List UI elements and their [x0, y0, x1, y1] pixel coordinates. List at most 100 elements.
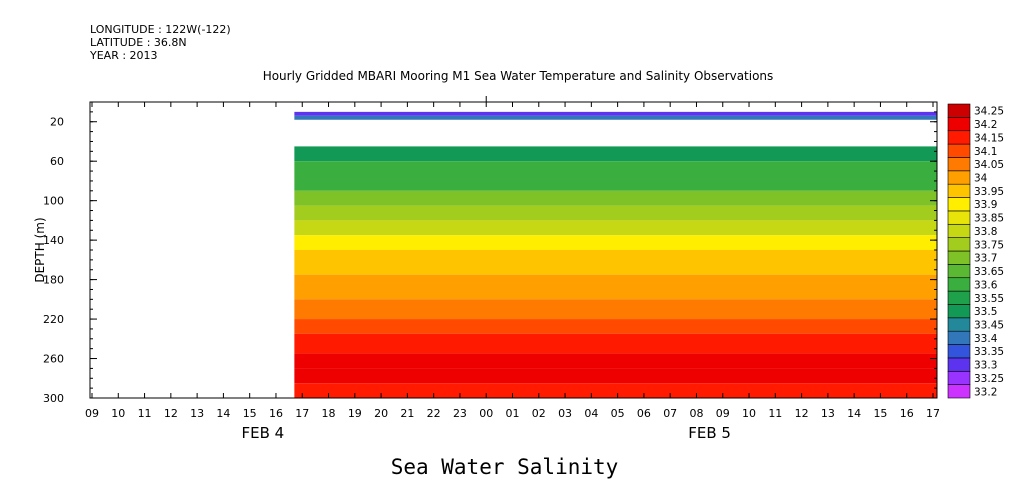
x-tick-label: 16 — [269, 407, 283, 420]
colorbar-swatch — [947, 157, 971, 172]
x-tick-label: 10 — [111, 407, 125, 420]
colorbar-swatch — [947, 330, 971, 345]
colorbar-label: 33.7 — [974, 253, 997, 265]
x-tick-label: 23 — [453, 407, 467, 420]
x-tick-label: 02 — [532, 407, 546, 420]
salinity-band — [294, 190, 938, 206]
colorbar-swatch — [947, 384, 971, 399]
salinity-band — [294, 205, 938, 221]
latitude-label: LATITUDE : 36.8N — [90, 36, 187, 49]
x-tick-label: 18 — [322, 407, 336, 420]
x-tick-label: 04 — [584, 407, 598, 420]
salinity-band — [294, 235, 938, 250]
colorbar-label: 33.5 — [974, 306, 997, 318]
colorbar-label: 33.95 — [974, 186, 1004, 198]
x-tick-label: 20 — [374, 407, 388, 420]
x-tick-label: 09 — [716, 407, 730, 420]
colorbar-label: 33.55 — [974, 293, 1004, 305]
x-tick-label: 01 — [506, 407, 520, 420]
salinity-band — [294, 319, 938, 334]
date-label: FEB 4 — [241, 424, 284, 442]
x-tick-label: 11 — [768, 407, 782, 420]
colorbar-swatch — [947, 357, 971, 372]
colorbar-swatch — [947, 237, 971, 252]
colorbar-label: 34.15 — [974, 132, 1004, 144]
y-tick-label: 180 — [43, 274, 64, 287]
salinity-band — [294, 274, 938, 300]
colorbar-swatch — [947, 264, 971, 279]
colorbar-swatch — [947, 117, 971, 132]
colorbar-label: 33.2 — [974, 386, 997, 398]
colorbar-swatch — [947, 183, 971, 198]
colorbar-label: 34.05 — [974, 159, 1004, 171]
x-tick-label: 08 — [689, 407, 703, 420]
colorbar-label: 34.2 — [974, 119, 997, 131]
colorbar-label: 33.3 — [974, 360, 997, 372]
colorbar-swatch — [947, 344, 971, 359]
y-tick-label: 300 — [43, 392, 64, 405]
year-label: YEAR : 2013 — [90, 49, 158, 62]
salinity-band — [294, 353, 938, 369]
x-tick-label: 09 — [85, 407, 99, 420]
colorbar-swatch — [947, 170, 971, 185]
colorbar-label: 33.8 — [974, 226, 997, 238]
colorbar-label: 33.6 — [974, 279, 998, 291]
colorbar-swatch — [947, 223, 971, 238]
salinity-band — [294, 146, 938, 162]
colorbar-label: 33.45 — [974, 320, 1004, 332]
colorbar-swatch — [947, 197, 971, 212]
y-tick-label: 20 — [50, 116, 64, 129]
x-tick-label: 17 — [295, 407, 309, 420]
salinity-band — [294, 250, 938, 275]
salinity-band — [294, 299, 938, 320]
y-tick-label: 220 — [43, 313, 64, 326]
colorbar-swatch — [947, 250, 971, 265]
x-tick-label: 00 — [479, 407, 493, 420]
colorbar-label: 34.1 — [974, 146, 997, 158]
y-tick-label: 260 — [43, 353, 64, 366]
salinity-band — [294, 333, 938, 354]
x-tick-label: 12 — [164, 407, 178, 420]
chart-title: Hourly Gridded MBARI Mooring M1 Sea Wate… — [262, 69, 774, 83]
x-tick-label: 22 — [427, 407, 441, 420]
x-tick-label: 05 — [611, 407, 625, 420]
variable-title: Sea Water Salinity — [390, 455, 619, 479]
x-tick-label: 14 — [847, 407, 861, 420]
x-tick-label: 19 — [348, 407, 362, 420]
x-tick-label: 14 — [216, 407, 230, 420]
colorbar-swatch — [947, 304, 971, 319]
salinity-band — [294, 111, 938, 116]
x-tick-label: 12 — [795, 407, 809, 420]
y-axis-label: DEPTH (m) — [33, 217, 47, 282]
x-tick-label: 15 — [873, 407, 887, 420]
y-tick-label: 60 — [50, 155, 64, 168]
colorbar-swatch — [947, 317, 971, 332]
x-tick-label: 10 — [742, 407, 756, 420]
colorbar-swatch — [947, 370, 971, 385]
colorbar-label: 33.4 — [974, 333, 998, 345]
x-tick-label: 03 — [558, 407, 572, 420]
colorbar-label: 33.9 — [974, 199, 997, 211]
y-tick-label: 140 — [43, 234, 64, 247]
date-label: FEB 5 — [688, 424, 731, 442]
colorbar-swatch — [947, 290, 971, 305]
salinity-band — [294, 115, 938, 120]
salinity-band — [294, 161, 938, 176]
x-tick-label: 21 — [400, 407, 414, 420]
colorbar-label: 33.25 — [974, 373, 1004, 385]
x-tick-label: 17 — [926, 407, 940, 420]
x-tick-label: 13 — [821, 407, 835, 420]
colorbar-label: 33.35 — [974, 346, 1004, 358]
colorbar-label: 34 — [974, 173, 988, 185]
x-tick-label: 16 — [900, 407, 914, 420]
colorbar-swatch — [947, 143, 971, 158]
x-tick-label: 11 — [138, 407, 152, 420]
colorbar-label: 33.65 — [974, 266, 1004, 278]
x-tick-label: 07 — [663, 407, 677, 420]
x-tick-label: 13 — [190, 407, 204, 420]
salinity-band — [294, 220, 938, 236]
colorbar-label: 33.85 — [974, 213, 1004, 225]
x-tick-label: 06 — [637, 407, 651, 420]
colorbar-swatch — [947, 210, 971, 225]
